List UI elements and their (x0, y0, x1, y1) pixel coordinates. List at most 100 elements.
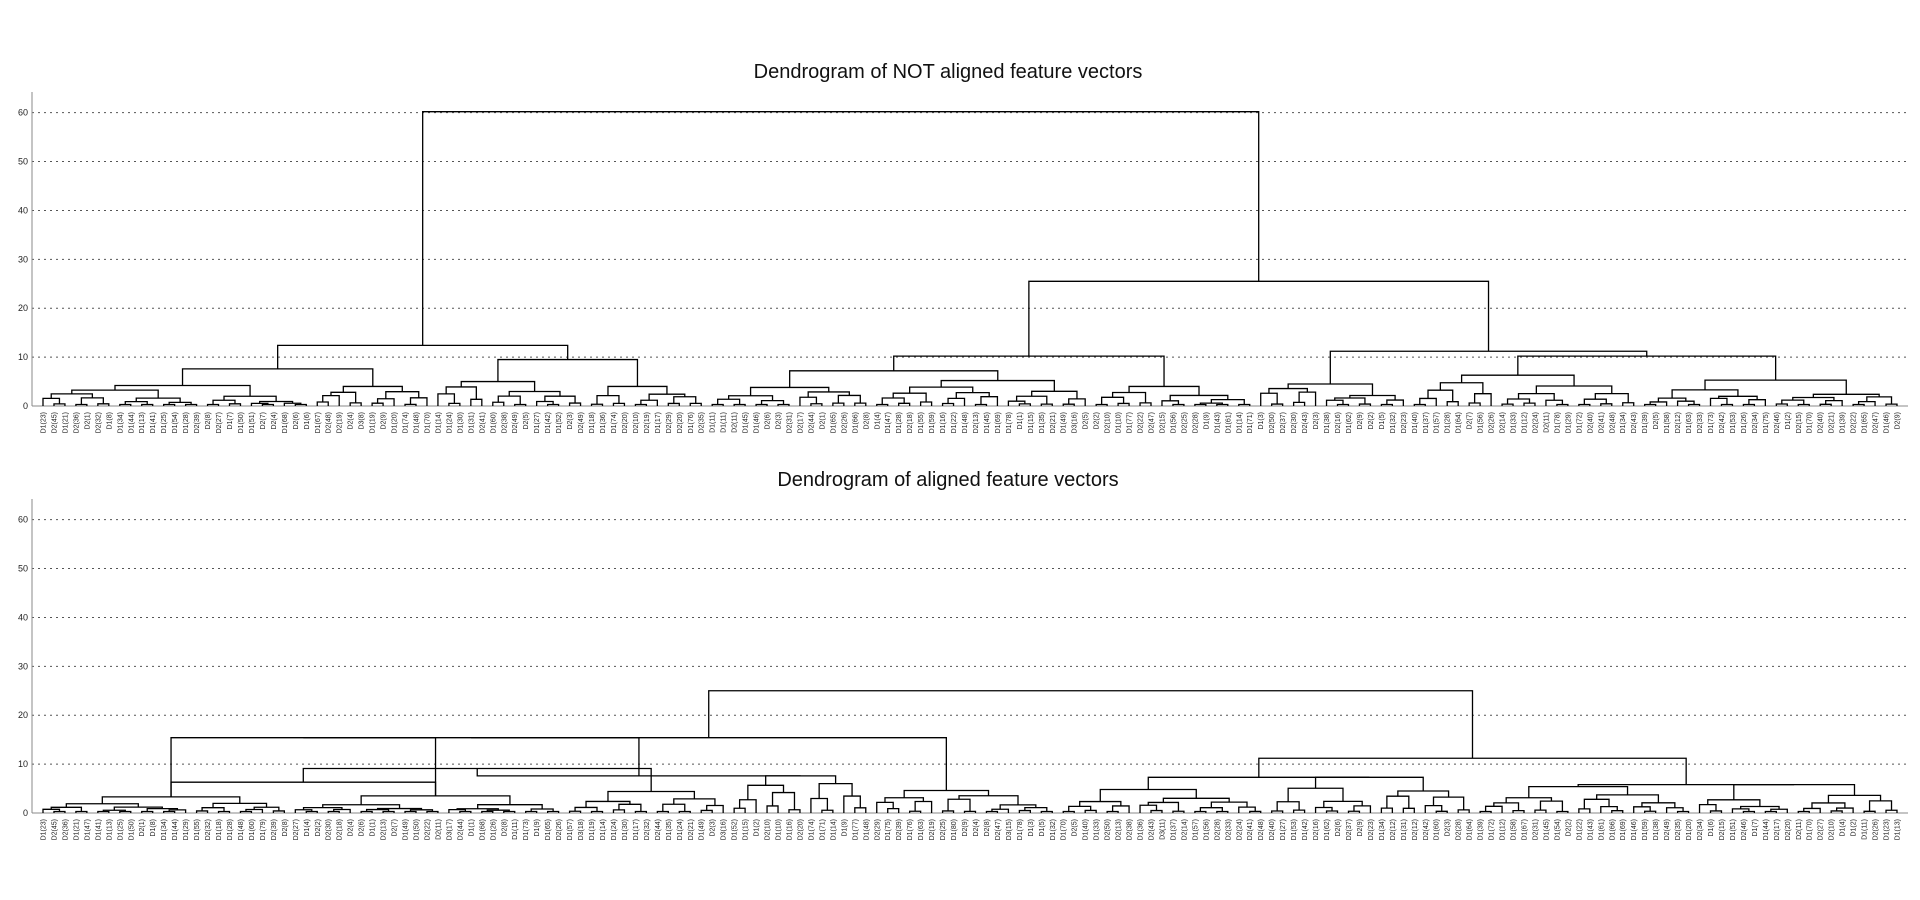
leaf-label: D2(8) (205, 412, 212, 430)
leaf-label: D1(35) (1039, 412, 1046, 433)
dendrogram-link (1068, 398, 1086, 406)
leaf-label: D1(45) (984, 412, 991, 433)
leaf-label: D2(31) (786, 412, 793, 433)
leaf-label: D1(76) (688, 412, 695, 433)
leaf-label: D1(44) (1763, 819, 1770, 840)
leaf-label: D1(9) (534, 819, 541, 837)
leaf-label: D1(65) (1862, 412, 1869, 433)
leaf-label: D1(78) (1017, 819, 1024, 840)
leaf-label: D2(49) (512, 412, 519, 433)
dendrogram-link (1031, 390, 1078, 399)
leaf-label: D1(8) (150, 819, 157, 837)
dendrogram-link (471, 737, 947, 791)
leaf-label: D2(40) (1818, 412, 1825, 433)
leaf-label: D2(10) (1829, 819, 1836, 840)
leaf-label: D2(28) (1192, 412, 1199, 433)
dendrogram-link (1099, 788, 1197, 802)
leaf-label: D1(70) (1061, 819, 1068, 840)
leaf-label: D1(65) (830, 412, 837, 433)
leaf-label: D1(1) (468, 819, 475, 837)
leaf-label: D1(21) (62, 412, 69, 433)
leaf-label: D1(24) (611, 819, 618, 840)
leaf-label: D1(14) (600, 819, 607, 840)
leaf-label: D2(31) (1532, 819, 1539, 840)
leaf-label: D1(15) (743, 819, 750, 840)
leaf-label: D1(39) (1840, 412, 1847, 433)
leaf-label: D2(8) (282, 819, 289, 837)
leaf-label: D1(24) (677, 819, 684, 840)
leaf-label: D2(8) (984, 819, 991, 837)
leaf-label: D1(30) (457, 412, 464, 433)
leaf-label: D2(18) (907, 412, 914, 433)
leaf-label: D1(50) (238, 412, 245, 433)
leaf-label: D1(47) (885, 412, 892, 433)
leaf-label: D2(32) (644, 819, 651, 840)
leaf-label: D1(53) (1730, 412, 1737, 433)
leaf-label: D1(14) (435, 412, 442, 433)
leaf-label: D1(59) (929, 412, 936, 433)
dendrogram-link (316, 401, 329, 406)
dendrogram-link (277, 344, 569, 369)
leaf-label: D1(72) (1576, 412, 1583, 433)
leaf-label: D2(3) (710, 819, 717, 837)
leaf-label: D1(73) (523, 819, 530, 840)
leaf-label: D1(78) (1006, 412, 1013, 433)
leaf-label: D1(43) (1587, 819, 1594, 840)
leaf-label: D2(16) (1335, 412, 1342, 433)
leaf-label: D1(57) (1192, 819, 1199, 840)
leaf-label: D2(4) (348, 819, 355, 837)
leaf-label: D1(42) (545, 412, 552, 433)
chart-title: Dendrogram of aligned feature vectors (777, 469, 1118, 491)
leaf-label: D1(71) (1247, 412, 1254, 433)
leaf-label: D2(32) (95, 412, 102, 433)
leaf-label: D2(30) (326, 819, 333, 840)
leaf-label: D1(55) (918, 412, 925, 433)
leaf-label: D1(24) (446, 412, 453, 433)
dendrogram-link (1704, 379, 1847, 395)
dendrogram-link (102, 809, 126, 812)
leaf-label: D1(51) (249, 412, 256, 433)
leaf-label: D1(60) (1434, 819, 1441, 840)
leaf-label: D1(47) (84, 819, 91, 840)
leaf-label: D1(6) (1708, 819, 1715, 837)
leaf-label: D2(38) (1127, 819, 1134, 840)
leaf-label: D1(33) (1511, 412, 1518, 433)
leaf-label: D1(20) (1686, 819, 1693, 840)
leaf-label: D2(23) (1401, 412, 1408, 433)
dendrogram-link (607, 790, 696, 802)
leaf-label: D2(9) (1895, 412, 1902, 430)
leaf-label: D1(20) (392, 412, 399, 433)
leaf-label: D2(10) (765, 819, 772, 840)
leaf-label: D2(15) (1796, 412, 1803, 433)
leaf-label: D2(47) (1149, 412, 1156, 433)
y-tick-label: 10 (18, 352, 28, 362)
dendrogram-link (940, 379, 1055, 392)
leaf-label: D2(21) (688, 819, 695, 840)
leaf-label: D1(79) (260, 819, 267, 840)
leaf-label: D2(26) (556, 819, 563, 840)
dendrogram-link (492, 401, 505, 406)
dendrogram-link (1594, 393, 1629, 403)
dendrogram-link (708, 690, 1474, 759)
dendrogram-link (536, 400, 554, 406)
dendrogram-link (963, 810, 977, 813)
leaf-label: D1(25) (161, 412, 168, 433)
dendrogram-link (1803, 807, 1821, 813)
leaf-label: D2(19) (929, 819, 936, 840)
leaf-label: D1(68) (282, 412, 289, 433)
leaf-label: D1(14) (1236, 412, 1243, 433)
dendrogram-link (1583, 798, 1610, 809)
dendrogram-link (1748, 399, 1766, 406)
leaf-label: D1(45) (1543, 819, 1550, 840)
leaf-label: D1(9) (841, 819, 848, 837)
y-tick-label: 40 (18, 205, 28, 215)
leaf-label: D2(6) (359, 819, 366, 837)
leaf-label: D1(44) (172, 819, 179, 840)
leaf-label: D2(19) (644, 412, 651, 433)
leaf-label: D1(75) (885, 819, 892, 840)
dendrogram-link (837, 394, 861, 404)
leaf-label: D2(48) (326, 412, 333, 433)
leaf-label: D1(70) (424, 412, 431, 433)
dendrogram-link (1298, 391, 1317, 406)
